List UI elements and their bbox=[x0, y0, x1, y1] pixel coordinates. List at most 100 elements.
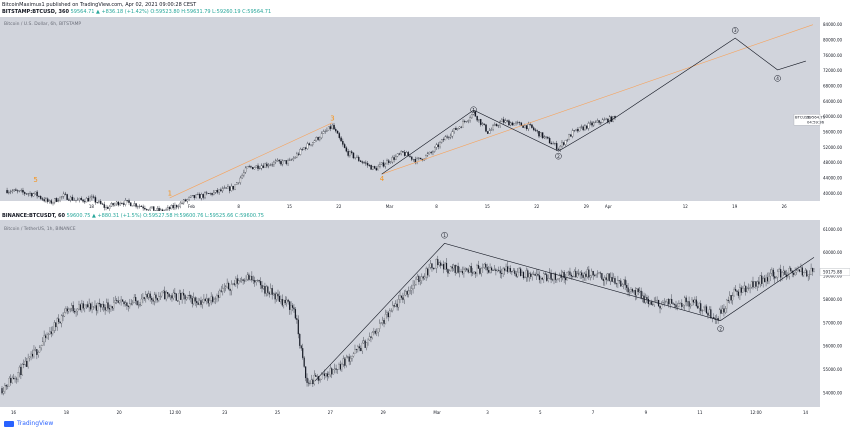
candle-up bbox=[553, 273, 555, 281]
candle-up bbox=[653, 301, 655, 305]
candle-up bbox=[84, 304, 86, 309]
candle-up bbox=[797, 269, 799, 271]
candle-up bbox=[253, 167, 256, 170]
candle-down bbox=[393, 157, 395, 160]
candle-up bbox=[299, 149, 302, 155]
candle-down bbox=[522, 272, 525, 279]
candle-up bbox=[575, 129, 577, 131]
candle-up bbox=[376, 331, 378, 334]
candle-down bbox=[188, 295, 190, 296]
candle-up bbox=[426, 153, 429, 156]
candle-up bbox=[435, 259, 437, 269]
candle-up bbox=[389, 310, 391, 318]
candle-up bbox=[413, 284, 416, 286]
candle-down bbox=[534, 274, 536, 276]
candle-up bbox=[458, 271, 461, 273]
candle-down bbox=[284, 299, 286, 304]
candle-up bbox=[283, 299, 285, 306]
candle-up bbox=[576, 273, 578, 278]
candle-up bbox=[432, 151, 434, 153]
candle-down bbox=[103, 204, 105, 208]
candle-up bbox=[678, 303, 680, 307]
candle-down bbox=[464, 121, 466, 122]
candle-up bbox=[729, 295, 731, 301]
candle-down bbox=[82, 303, 84, 309]
candle-up bbox=[178, 293, 180, 302]
candle-up bbox=[399, 295, 401, 300]
candle-down bbox=[6, 190, 8, 194]
candle-down bbox=[331, 368, 333, 375]
candle-down bbox=[432, 267, 435, 269]
candle-down bbox=[511, 122, 514, 126]
candle-down bbox=[156, 298, 159, 301]
candle-down bbox=[128, 200, 130, 203]
candle-down bbox=[544, 273, 546, 275]
candle-up bbox=[290, 305, 292, 310]
candle-up bbox=[540, 132, 542, 137]
y-tick-label: 60000.00 bbox=[823, 250, 843, 255]
candle-down bbox=[312, 379, 314, 385]
candle-down bbox=[600, 122, 602, 124]
candle-up bbox=[303, 147, 305, 150]
price-chart-top[interactable]: Bitcoin / U.S. Dollar, 6h, BITSTAMP 40000… bbox=[0, 17, 850, 211]
candle-down bbox=[710, 309, 712, 319]
tradingview-logo[interactable]: TradingView bbox=[4, 420, 53, 427]
candle-down bbox=[274, 293, 276, 300]
price-chart-bottom[interactable]: Bitcoin / TetherUS, 1h, BINANCE 54000.00 5… bbox=[0, 220, 850, 417]
candle-down bbox=[476, 116, 478, 121]
candle-down bbox=[212, 296, 214, 302]
x-tick-label: 29 bbox=[584, 204, 590, 209]
candle-up bbox=[354, 349, 356, 354]
candle-down bbox=[130, 303, 132, 305]
candle-up bbox=[494, 124, 496, 126]
candle-down bbox=[335, 368, 337, 370]
candle-up bbox=[11, 377, 13, 383]
candle-down bbox=[196, 301, 198, 303]
candle-up bbox=[527, 123, 530, 130]
candle-down bbox=[578, 273, 580, 275]
candle-down bbox=[755, 281, 757, 287]
candle-down bbox=[402, 151, 404, 153]
candle-down bbox=[446, 136, 448, 138]
chart-pane-top[interactable]: Bitcoin / U.S. Dollar, 6h, BITSTAMP 40000… bbox=[0, 17, 850, 211]
chart-pane-bottom[interactable]: Bitcoin / TetherUS, 1h, BINANCE 54000.00 5… bbox=[0, 220, 850, 417]
x-tick-label: Apr bbox=[605, 204, 612, 209]
candle-up bbox=[265, 286, 267, 294]
candle-down bbox=[121, 203, 123, 204]
candle-down bbox=[541, 277, 543, 280]
candle-up bbox=[415, 279, 417, 285]
candle-up bbox=[322, 131, 325, 134]
candle-down bbox=[261, 284, 263, 289]
candle-down bbox=[483, 123, 485, 125]
candle-up bbox=[225, 286, 227, 289]
x-tick-label: 22 bbox=[534, 204, 540, 209]
candle-up bbox=[663, 302, 665, 304]
candle-up bbox=[604, 277, 606, 281]
candle-down bbox=[315, 375, 317, 377]
candle-down bbox=[485, 124, 487, 132]
candle-up bbox=[110, 306, 112, 310]
candle-up bbox=[140, 298, 143, 306]
candle-up bbox=[319, 379, 321, 381]
candle-up bbox=[351, 356, 353, 359]
candle-up bbox=[322, 373, 324, 375]
candle-up bbox=[543, 273, 545, 280]
candle-up bbox=[589, 275, 591, 278]
candle-up bbox=[524, 125, 526, 128]
candle-up bbox=[505, 266, 507, 271]
candle-down bbox=[498, 269, 500, 271]
candle-up bbox=[227, 186, 229, 189]
candle-up bbox=[320, 374, 323, 380]
candle-up bbox=[810, 268, 812, 275]
candle-down bbox=[342, 141, 344, 145]
candle-up bbox=[510, 122, 512, 126]
candle-up bbox=[290, 159, 293, 161]
candle-up bbox=[342, 358, 344, 365]
candle-down bbox=[259, 281, 262, 286]
wave-label: 4 bbox=[776, 76, 779, 81]
candle-down bbox=[80, 198, 83, 200]
candle-up bbox=[21, 364, 23, 376]
candle-up bbox=[492, 125, 494, 130]
candle-up bbox=[739, 287, 741, 296]
candle-down bbox=[764, 278, 766, 283]
